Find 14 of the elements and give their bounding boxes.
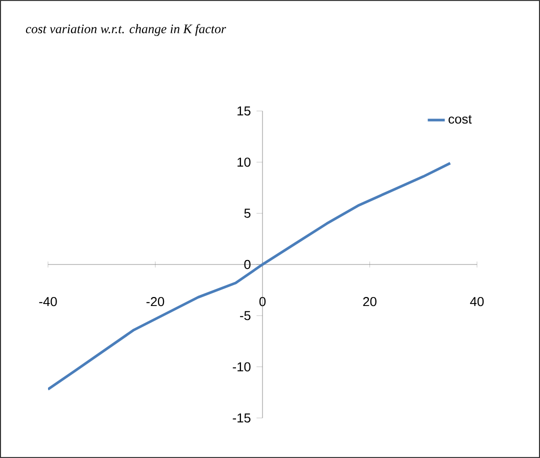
x-tick-label: -40 [39, 297, 57, 306]
y-tick-label: 0 [244, 260, 250, 270]
legend-label: cost [448, 115, 472, 124]
y-tick-label: -5 [240, 311, 250, 320]
y-tick-label: 10 [238, 158, 250, 167]
chart-title: cost variation w.r.t. change in K factor [26, 24, 226, 36]
x-tick-label: 40 [470, 297, 484, 306]
y-tick-label: -10 [232, 362, 250, 372]
x-tick-label: 20 [363, 297, 376, 306]
y-tick-label: 5 [244, 208, 250, 218]
x-tick-label: 0 [259, 297, 266, 306]
y-tick-label: 15 [238, 106, 250, 116]
x-tick-label: -20 [146, 297, 164, 306]
y-tick-label: -15 [232, 413, 250, 422]
